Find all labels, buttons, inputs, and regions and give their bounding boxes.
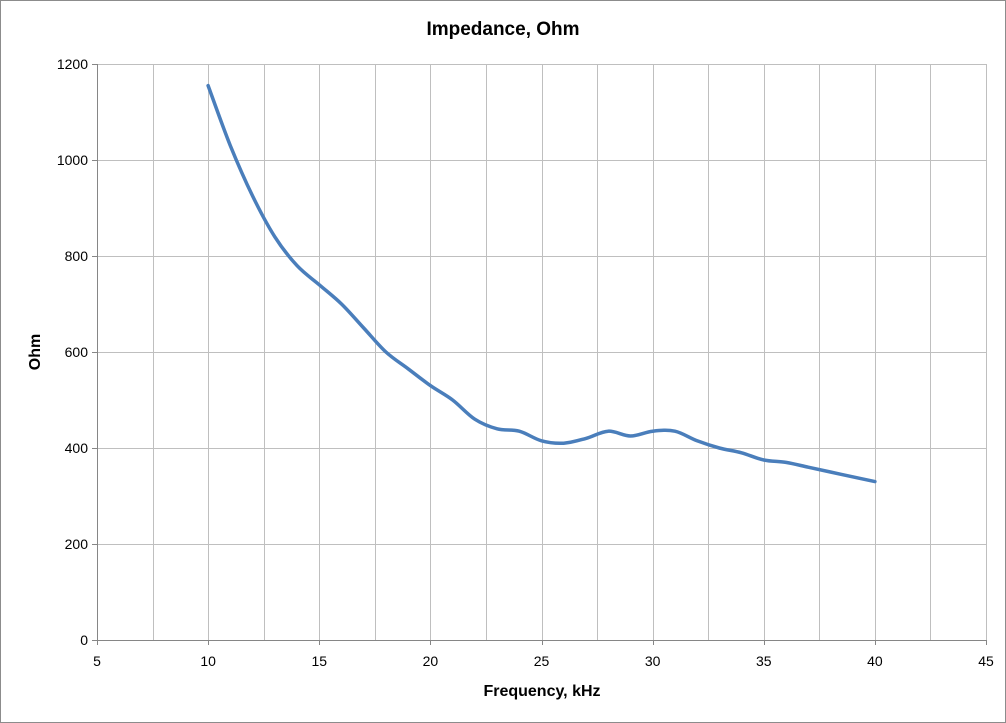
y-tick-label: 800 [65, 248, 89, 264]
x-tick-label: 45 [978, 653, 994, 669]
chart-title: Impedance, Ohm [426, 19, 579, 40]
x-tick-label: 40 [867, 653, 883, 669]
y-axis-label: Ohm [27, 334, 44, 370]
x-tick-label: 30 [645, 653, 661, 669]
y-tick-label: 1200 [57, 56, 88, 72]
plot-series [206, 83, 877, 484]
y-tick-label: 400 [65, 440, 89, 456]
gridlines [97, 64, 987, 640]
x-tick-label: 10 [200, 653, 216, 669]
y-tick-label: 600 [65, 344, 89, 360]
y-tick-label: 0 [80, 632, 88, 648]
impedance-line [206, 83, 877, 484]
y-tick-labels: 0 200 400 600 800 1000 1200 [57, 56, 88, 648]
axes [92, 64, 987, 645]
x-tick-label: 25 [534, 653, 550, 669]
x-tick-label: 35 [756, 653, 772, 669]
y-tick-label: 200 [65, 536, 89, 552]
x-axis-label: Frequency, kHz [483, 683, 600, 700]
x-tick-label: 5 [93, 653, 101, 669]
y-tick-label: 1000 [57, 152, 88, 168]
x-tick-label: 20 [423, 653, 439, 669]
x-tick-label: 15 [311, 653, 327, 669]
x-tick-labels: 5 10 15 20 25 30 35 40 45 [93, 653, 994, 669]
